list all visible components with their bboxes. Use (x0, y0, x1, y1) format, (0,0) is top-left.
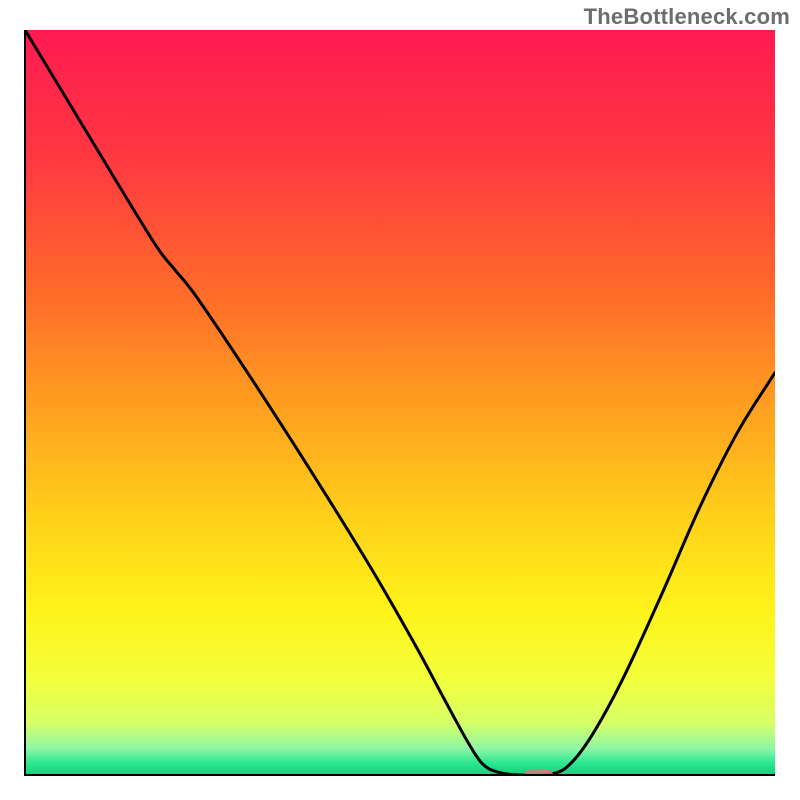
plot-area (25, 30, 775, 781)
watermark-text: TheBottleneck.com (584, 4, 790, 30)
gradient-background (25, 30, 775, 775)
bottleneck-chart (0, 0, 800, 800)
chart-container: TheBottleneck.com (0, 0, 800, 800)
